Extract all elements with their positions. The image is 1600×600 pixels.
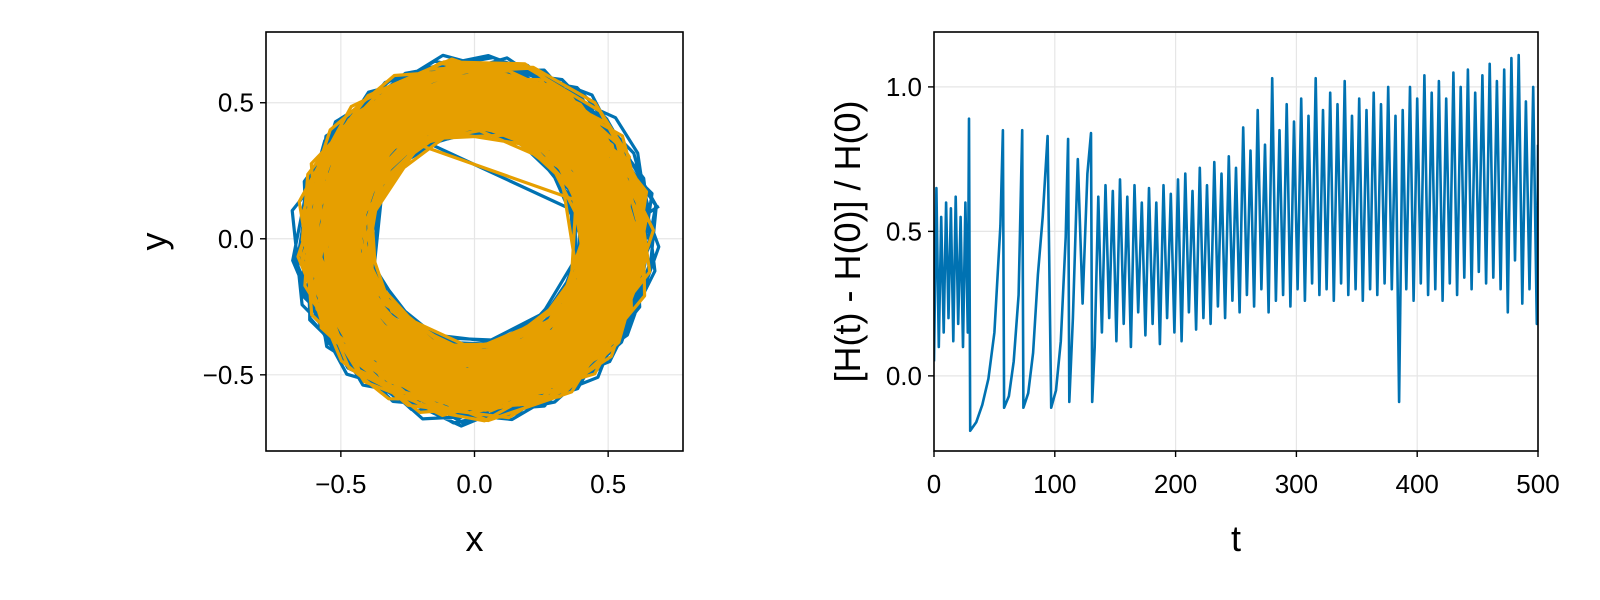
y-tick-label: 1.0 bbox=[886, 72, 922, 102]
x-tick-label: 200 bbox=[1154, 469, 1197, 499]
plot-area bbox=[934, 53, 1538, 433]
y-tick-label: −0.5 bbox=[203, 360, 254, 390]
x-tick-label: −0.5 bbox=[315, 469, 366, 499]
x-axis-label: t bbox=[1231, 518, 1241, 559]
y-axis-label: [H(t) - H(0)] / H(0) bbox=[827, 101, 868, 383]
x-tick-label: 100 bbox=[1033, 469, 1076, 499]
y-tick-label: 0.5 bbox=[218, 88, 254, 118]
y-tick-label: 0.0 bbox=[886, 361, 922, 391]
series-line-1 bbox=[934, 53, 1538, 433]
x-tick-label: 0 bbox=[927, 469, 941, 499]
y-tick-label: 0.0 bbox=[218, 224, 254, 254]
energy-error-plot: 0 100 200 300 400 500 0.0 0.5 1.0 t [H(t) - H(0)] … bbox=[827, 31, 1560, 559]
y-tick-label: 0.5 bbox=[886, 216, 922, 246]
axes-frame bbox=[933, 31, 1539, 452]
series-line-2 bbox=[296, 57, 655, 423]
x-tick-label: 400 bbox=[1396, 469, 1439, 499]
y-axis-label: y bbox=[133, 233, 174, 251]
x-tick-label: 300 bbox=[1275, 469, 1318, 499]
x-tick-label: 0.5 bbox=[590, 469, 626, 499]
x-tick-label: 0.0 bbox=[456, 469, 492, 499]
plot-area bbox=[290, 53, 661, 428]
phase-plot: −0.5 0.0 0.5 −0.5 0.0 0.5 x y bbox=[133, 31, 684, 559]
x-axis-label: x bbox=[466, 518, 484, 559]
x-tick-label: 500 bbox=[1516, 469, 1559, 499]
